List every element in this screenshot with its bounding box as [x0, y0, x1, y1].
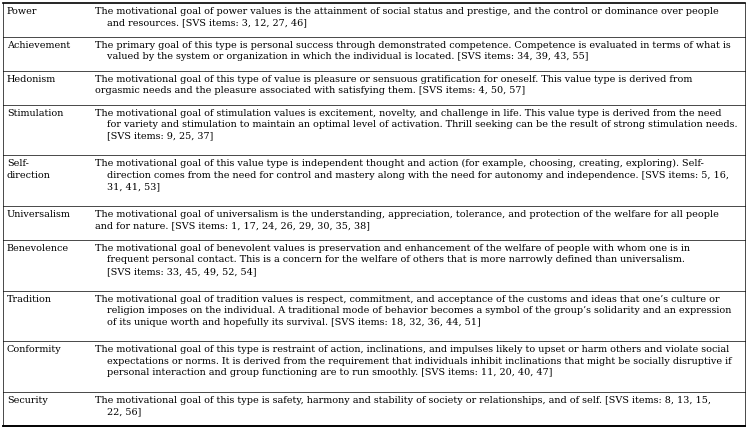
Text: The motivational goal of benevolent values is preservation and enhancement of th: The motivational goal of benevolent valu… — [95, 244, 690, 276]
Text: The motivational goal of tradition values is respect, commitment, and acceptance: The motivational goal of tradition value… — [95, 295, 732, 326]
Text: The motivational goal of this value type is independent thought and action (for : The motivational goal of this value type… — [95, 159, 729, 191]
Text: Stimulation: Stimulation — [7, 109, 64, 118]
Text: The motivational goal of this type of value is pleasure or sensuous gratificatio: The motivational goal of this type of va… — [95, 75, 693, 95]
Text: Achievement: Achievement — [7, 41, 70, 50]
Text: The motivational goal of universalism is the understanding, appreciation, tolera: The motivational goal of universalism is… — [95, 210, 719, 230]
Text: Security: Security — [7, 396, 48, 405]
Text: Benevolence: Benevolence — [7, 244, 69, 253]
Text: Hedonism: Hedonism — [7, 75, 56, 84]
Text: Universalism: Universalism — [7, 210, 71, 219]
Text: Power: Power — [7, 7, 37, 16]
Text: The motivational goal of power values is the attainment of social status and pre: The motivational goal of power values is… — [95, 7, 719, 27]
Text: The motivational goal of this type is safety, harmony and stability of society o: The motivational goal of this type is sa… — [95, 396, 711, 417]
Text: The primary goal of this type is personal success through demonstrated competenc: The primary goal of this type is persona… — [95, 41, 731, 61]
Text: Conformity: Conformity — [7, 345, 62, 354]
Text: The motivational goal of this type is restraint of action, inclinations, and imp: The motivational goal of this type is re… — [95, 345, 732, 377]
Text: Tradition: Tradition — [7, 295, 52, 304]
Text: Self-
direction: Self- direction — [7, 159, 51, 180]
Text: The motivational goal of stimulation values is excitement, novelty, and challeng: The motivational goal of stimulation val… — [95, 109, 738, 140]
